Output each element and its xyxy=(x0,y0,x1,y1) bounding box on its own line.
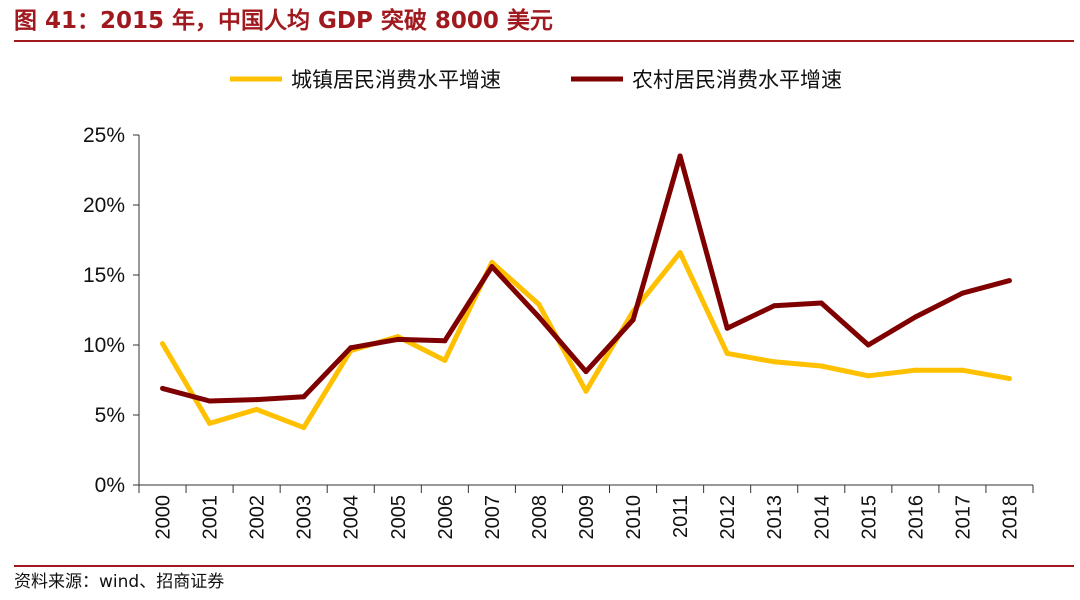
urban-data-point xyxy=(912,367,918,373)
rural-data-point xyxy=(301,394,307,400)
urban-data-point xyxy=(442,357,448,363)
urban-data-point xyxy=(160,341,166,347)
urban-data-point xyxy=(1006,376,1012,382)
urban-data-point xyxy=(489,259,495,265)
x-tick-label: 2004 xyxy=(341,495,363,540)
rural-data-point xyxy=(348,345,354,351)
rural-data-point xyxy=(160,385,166,391)
y-tick-label: 5% xyxy=(95,404,125,427)
rural-data-point xyxy=(912,314,918,320)
rural-data-point xyxy=(1006,278,1012,284)
x-tick-label: 2009 xyxy=(576,495,598,540)
y-tick-label: 15% xyxy=(83,264,125,287)
source-divider xyxy=(14,565,1074,567)
x-tick-label: 2008 xyxy=(529,495,551,540)
rural-data-point xyxy=(771,303,777,309)
urban-data-point xyxy=(959,367,965,373)
x-tick-label: 2003 xyxy=(294,495,316,540)
x-tick-label: 2014 xyxy=(811,495,833,540)
x-tick-label: 2007 xyxy=(482,495,504,539)
rural-data-point xyxy=(630,317,636,323)
x-tick-label: 2017 xyxy=(952,495,974,540)
y-tick-label: 0% xyxy=(95,474,125,497)
title-divider xyxy=(14,40,1074,42)
urban-data-point xyxy=(536,301,542,307)
x-tick-label: 2005 xyxy=(388,495,410,540)
legend-label-rural: 农村居民消费水平增速 xyxy=(632,68,842,92)
urban-data-point xyxy=(583,388,589,394)
x-tick-label: 2013 xyxy=(764,495,786,540)
urban-data-point xyxy=(818,363,824,369)
urban-data-point xyxy=(207,420,213,426)
urban-data-point xyxy=(724,350,730,356)
x-tick-label: 2018 xyxy=(999,495,1021,540)
urban-data-point xyxy=(677,250,683,256)
rural-data-point xyxy=(207,398,213,404)
y-tick-label: 25% xyxy=(83,124,125,147)
rural-data-point xyxy=(536,314,542,320)
y-axis: 0% 5% 10% 15% 20% 25% xyxy=(83,124,140,497)
urban-data-point xyxy=(301,425,307,431)
urban-data-point xyxy=(771,359,777,365)
rural-data-point xyxy=(865,342,871,348)
x-tick-label: 2002 xyxy=(247,495,269,540)
x-axis: 2000 2001 2002 2003 2004 2005 2006 2007 2008 2009… xyxy=(138,484,1034,540)
legend-label-urban: 城镇居民消费水平增速 xyxy=(291,68,501,92)
rural-consumption-growth-line xyxy=(161,153,1011,404)
rural-data-point xyxy=(583,369,589,375)
urban-data-point xyxy=(254,406,260,412)
urban-data-point xyxy=(865,373,871,379)
x-tick-label: 2011 xyxy=(670,495,692,538)
rural-data-point xyxy=(677,153,683,159)
x-tick-label: 2001 xyxy=(200,495,222,540)
rural-data-point xyxy=(395,336,401,342)
x-tick-label: 2000 xyxy=(153,495,175,540)
x-tick-label: 2016 xyxy=(905,495,927,540)
series-layer xyxy=(160,153,1012,431)
y-tick-label: 10% xyxy=(83,334,125,357)
rural-data-point xyxy=(254,397,260,403)
source-note: 资料来源：wind、招商证券 xyxy=(14,572,225,592)
rural-data-point xyxy=(959,290,965,296)
legend: 城镇居民消费水平增速 农村居民消费水平增速 xyxy=(230,68,842,92)
rural-data-point xyxy=(818,300,824,306)
rural-data-point xyxy=(442,338,448,344)
x-tick-label: 2010 xyxy=(623,495,645,540)
figure-title: 图 41：2015 年，中国人均 GDP 突破 8000 美元 xyxy=(14,8,553,34)
x-tick-label: 2015 xyxy=(858,495,880,540)
rural-data-point xyxy=(489,264,495,270)
x-tick-label: 2006 xyxy=(435,495,457,540)
y-tick-label: 20% xyxy=(83,194,125,217)
x-tick-label: 2012 xyxy=(717,495,739,540)
urban-consumption-growth-line xyxy=(160,250,1010,431)
rural-data-point xyxy=(724,325,730,331)
